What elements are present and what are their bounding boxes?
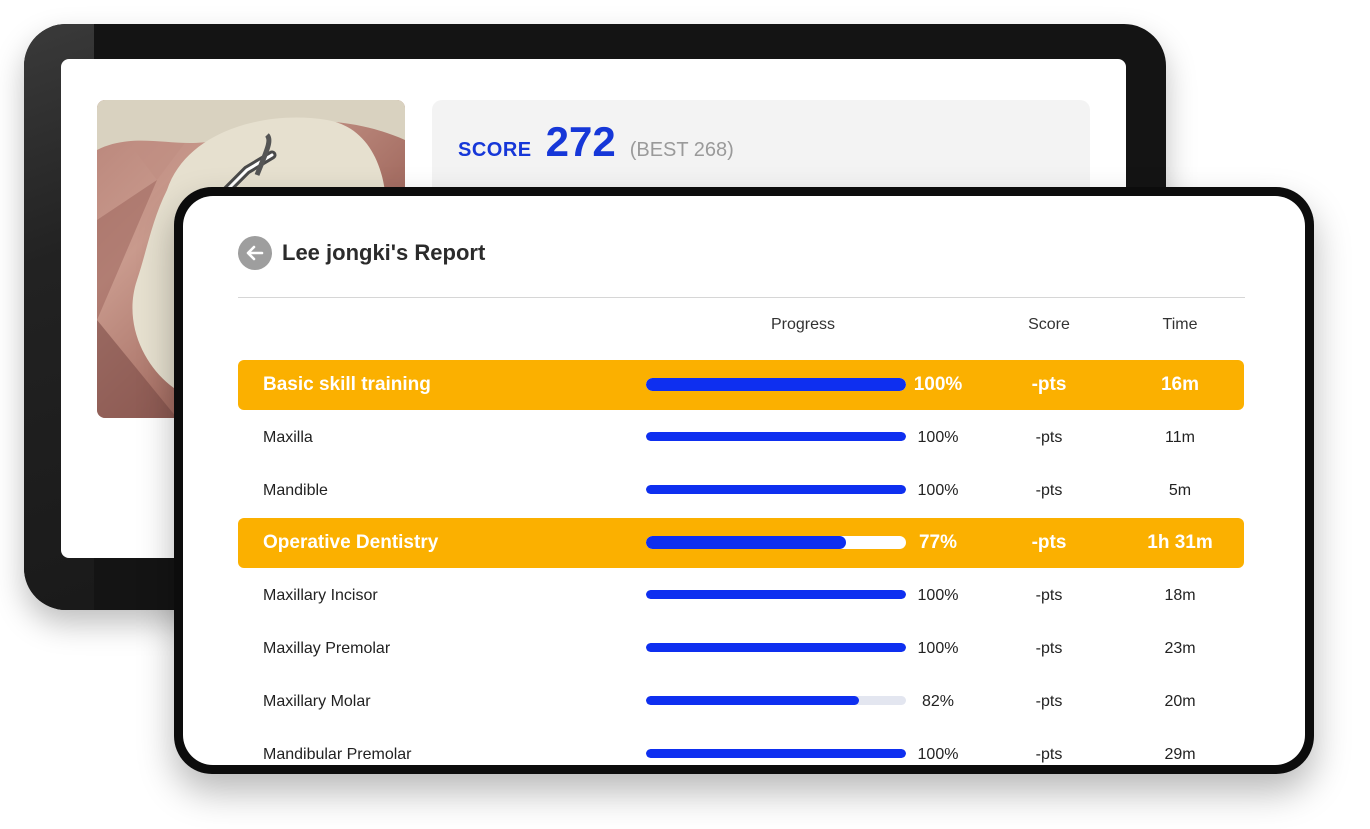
back-button[interactable] <box>238 236 272 270</box>
arrow-left-icon <box>246 245 264 261</box>
row-score: -pts <box>1031 532 1067 554</box>
row-name: Maxilla <box>263 428 313 446</box>
subcategory-row[interactable]: Mandible 100% -pts 5m <box>238 466 1244 516</box>
category-row[interactable]: Basic skill training 100% -pts 16m <box>238 360 1244 410</box>
row-score: -pts <box>1035 428 1063 446</box>
row-score: -pts <box>1035 639 1063 657</box>
column-header-score: Score <box>1028 316 1070 333</box>
column-header-progress: Progress <box>770 316 836 333</box>
row-time: 20m <box>1164 692 1196 710</box>
report-title: Lee jongki's Report <box>282 240 486 265</box>
report-table: Basic skill training 100% -pts 16m Maxilla 10… <box>238 360 1244 765</box>
row-time: 11m <box>1165 428 1195 446</box>
report-header: Lee jongki's Report <box>238 236 485 270</box>
row-score: -pts <box>1035 745 1063 763</box>
progress-bar <box>646 748 906 758</box>
row-score: -pts <box>1035 481 1063 499</box>
header-divider <box>238 297 1245 298</box>
category-row[interactable]: Operative Dentistry 77% -pts 1h 31m <box>238 518 1244 569</box>
score-label: SCORE <box>458 139 532 161</box>
progress-bar <box>646 642 906 652</box>
subcategory-row[interactable]: Maxillary Molar 82% -pts 20m <box>238 677 1244 727</box>
progress-bar <box>646 695 906 705</box>
progress-percent: 100% <box>917 639 959 657</box>
row-time: 18m <box>1164 587 1196 605</box>
row-name: Basic skill training <box>263 374 431 395</box>
row-time: 5m <box>1168 481 1192 499</box>
score-best: (BEST 268) <box>629 139 734 161</box>
row-name: Maxillary Molar <box>263 692 371 710</box>
row-name: Mandibular Premolar <box>263 745 412 763</box>
score-line: SCORE 272 (BEST 268) <box>458 118 734 166</box>
row-time: 1h 31m <box>1147 532 1213 554</box>
progress-percent: 100% <box>917 587 959 605</box>
row-time: 16m <box>1160 374 1200 395</box>
row-name: Mandible <box>263 481 328 499</box>
progress-bar <box>646 536 906 550</box>
progress-percent: 100% <box>917 745 959 763</box>
progress-bar-fill <box>646 431 906 441</box>
progress-bar-fill <box>646 484 906 494</box>
progress-percent: 100% <box>913 374 963 395</box>
progress-bar-fill <box>646 748 906 758</box>
progress-bar-fill <box>646 695 860 705</box>
progress-percent: 82% <box>921 692 955 710</box>
progress-bar <box>646 590 906 600</box>
subcategory-row[interactable]: Maxilla 100% -pts 11m <box>238 413 1244 463</box>
row-time: 29m <box>1164 745 1196 763</box>
row-score: -pts <box>1031 374 1067 395</box>
row-name: Maxillary Incisor <box>263 587 378 605</box>
row-name: Maxillay Premolar <box>263 639 391 657</box>
subcategory-row[interactable]: Maxillary Incisor 100% -pts 18m <box>238 571 1244 621</box>
row-score: -pts <box>1035 587 1063 605</box>
subcategory-row[interactable]: Mandibular Premolar 100% -pts 29m <box>238 730 1244 765</box>
progress-bar-fill <box>646 378 906 391</box>
column-header-time: Time <box>1162 316 1198 333</box>
progress-bar-fill <box>646 590 906 600</box>
progress-bar <box>646 484 906 494</box>
row-score: -pts <box>1035 692 1063 710</box>
row-name: Operative Dentistry <box>263 532 439 554</box>
progress-bar-fill <box>646 536 847 550</box>
row-time: 23m <box>1164 639 1196 657</box>
progress-percent: 100% <box>917 481 959 499</box>
progress-percent: 100% <box>917 428 959 446</box>
score-value: 272 <box>545 118 616 165</box>
subcategory-row[interactable]: Maxillay Premolar 100% -pts 23m <box>238 624 1244 674</box>
progress-bar <box>646 431 906 441</box>
report-screen: Lee jongki's Report Progress Score Time … <box>183 196 1305 765</box>
foreground-tablet: Lee jongki's Report Progress Score Time … <box>174 187 1314 774</box>
progress-bar-fill <box>646 642 906 652</box>
progress-bar <box>646 378 906 391</box>
progress-percent: 77% <box>918 532 958 554</box>
